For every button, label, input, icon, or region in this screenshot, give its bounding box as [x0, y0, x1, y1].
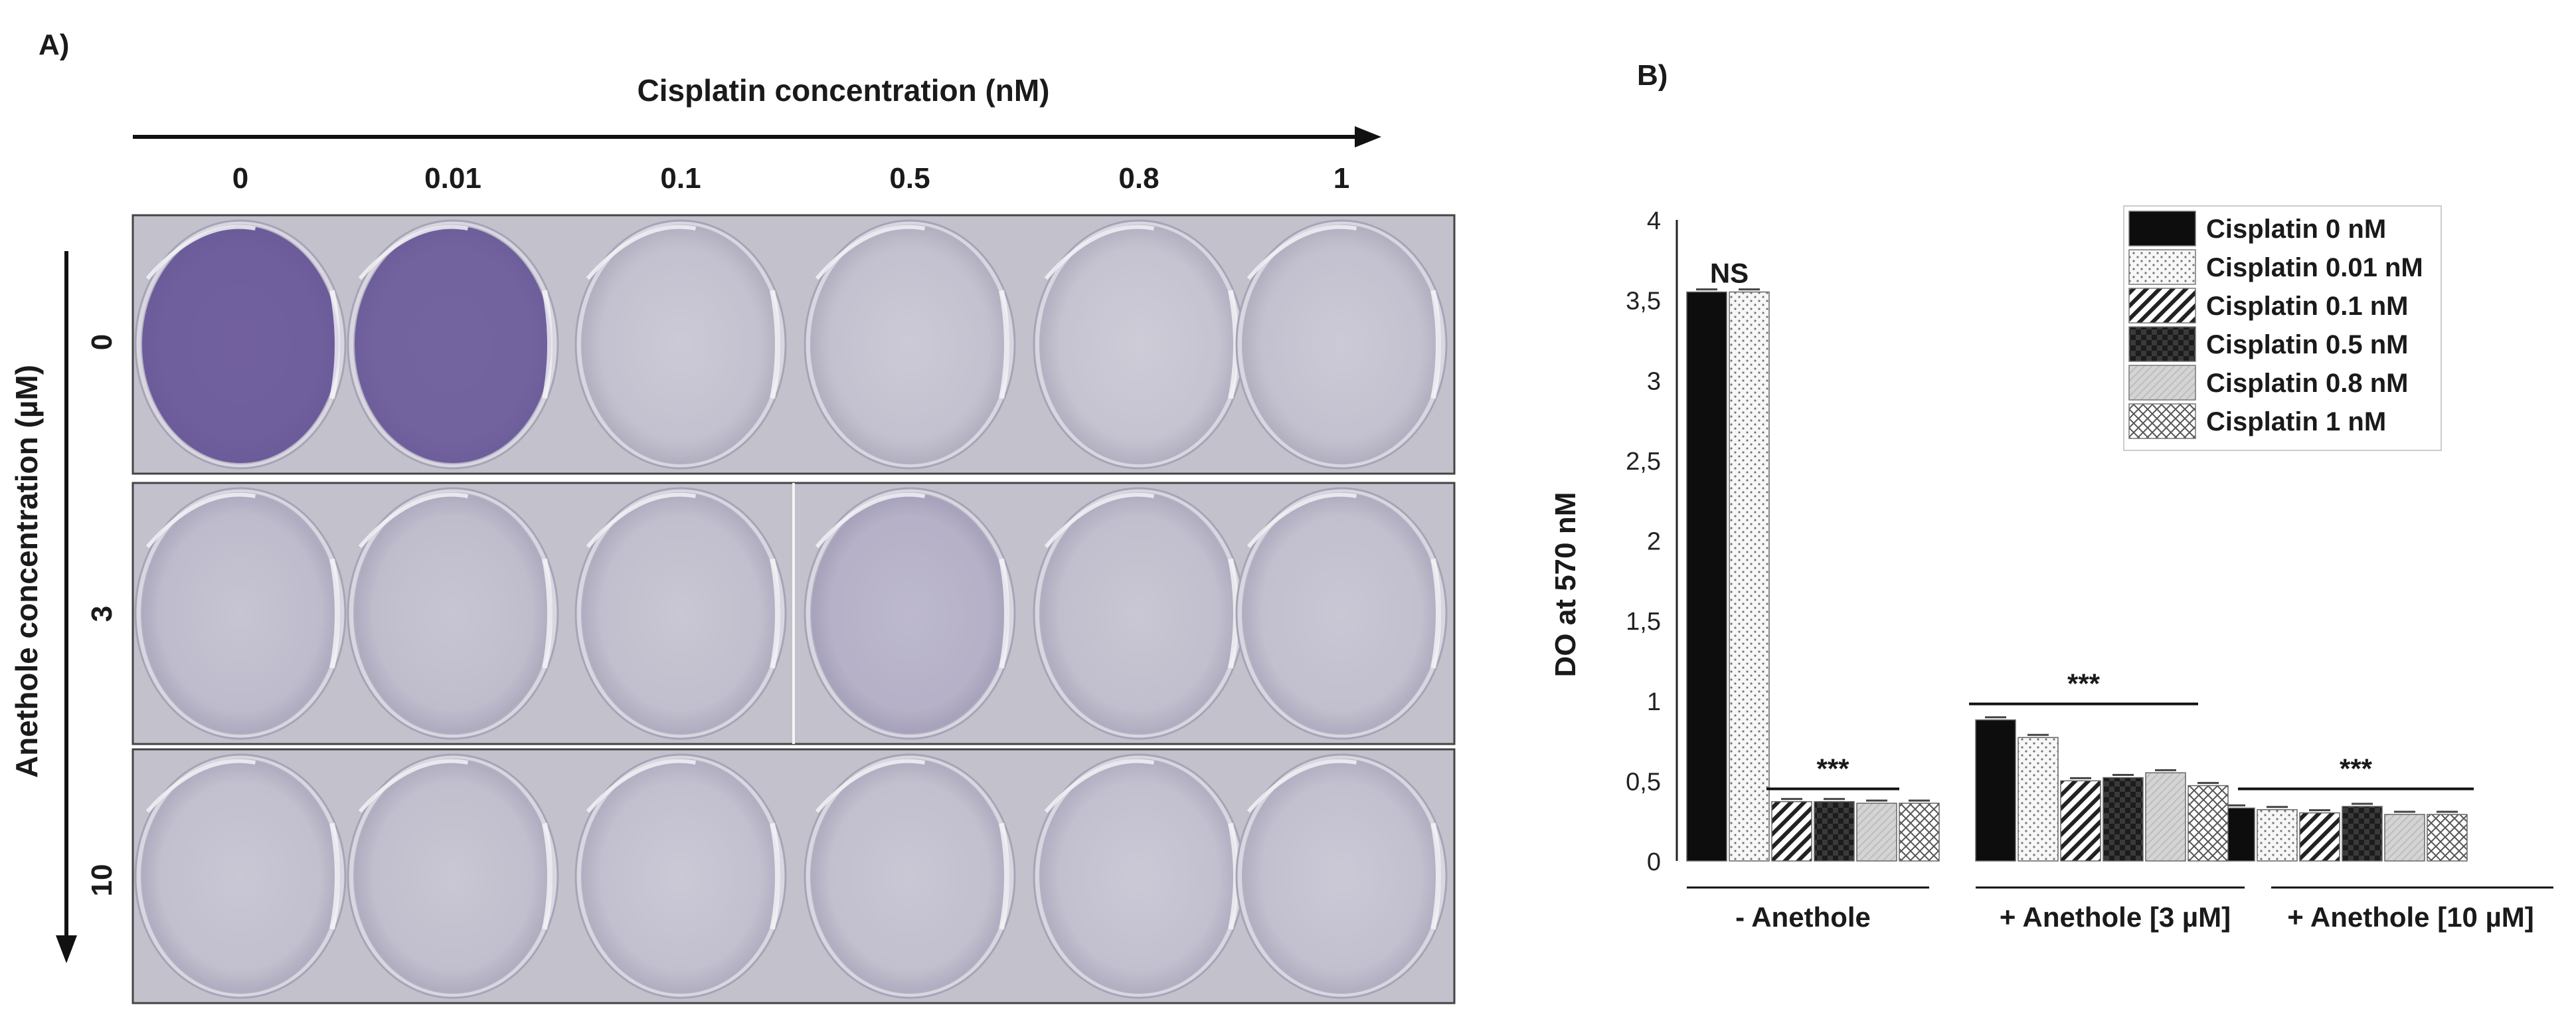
- well: [347, 219, 559, 470]
- well: [347, 487, 559, 740]
- well: [804, 753, 1016, 999]
- category-labels: - Anethole + Anethole [3 µM] + Anethole [1…: [1687, 886, 2553, 933]
- legend-swatch: [2128, 326, 2196, 362]
- y-tick-label: 3: [1647, 367, 1661, 395]
- y-tick-label: 4: [1647, 207, 1661, 235]
- y-axis: 0 0,5 1 1,5 2 2,5 3 3,5 4: [1626, 207, 1678, 876]
- legend-swatch: [2128, 249, 2196, 285]
- bar: [1856, 802, 1897, 862]
- well: [574, 219, 787, 470]
- legend-entry: Cisplatin 0.01 nM: [2206, 253, 2423, 282]
- y-tick-label: 2,5: [1626, 448, 1661, 476]
- bar: [1686, 291, 1727, 862]
- bar: [2188, 785, 2229, 862]
- bar: [2299, 812, 2340, 862]
- annotation-label: ***: [2340, 753, 2373, 784]
- y-tick-label: 1: [1647, 688, 1661, 716]
- y-axis-label: DO at 570 nM: [1549, 492, 1582, 678]
- legend-entry: Cisplatin 1 nM: [2206, 407, 2386, 436]
- well: [1033, 219, 1245, 470]
- well: [347, 753, 559, 999]
- well: [1235, 753, 1448, 999]
- annotation-label: NS: [1710, 257, 1749, 288]
- y-tick-label: 0,5: [1626, 768, 1661, 796]
- bar: [2145, 772, 2186, 862]
- bar: [2018, 737, 2059, 862]
- well: [1235, 487, 1448, 740]
- panel-a: A) Cisplatin concentration (nM) 0 0.01 0.1…: [9, 29, 1456, 1004]
- well: [574, 487, 787, 740]
- y-tick-label: 3,5: [1626, 288, 1661, 316]
- column-label: 0.5: [889, 162, 930, 195]
- row-label: 0: [86, 334, 118, 350]
- y-axis-arrowhead: [56, 935, 77, 963]
- y-tick-label: 2: [1647, 528, 1661, 556]
- column-label: 0.1: [660, 162, 701, 195]
- well: [134, 219, 347, 470]
- bar: [2257, 809, 2298, 862]
- x-axis-title: Cisplatin concentration (nM): [638, 73, 1050, 108]
- legend-swatch: [2128, 211, 2196, 246]
- well: [1033, 487, 1245, 740]
- category-label: - Anethole: [1735, 901, 1871, 933]
- plate-grid: [131, 214, 1456, 1004]
- well: [804, 487, 1016, 740]
- bar: [2342, 806, 2383, 862]
- well: [804, 219, 1016, 470]
- bar: [2427, 814, 2468, 862]
- panel-b: B) DO at 570 nM 0 0,5 1 1,5 2 2,5 3 3,5 4 NS *** *…: [1549, 59, 2553, 933]
- column-label: 0.01: [424, 162, 481, 195]
- category-label: + Anethole [10 µM]: [2287, 901, 2534, 933]
- legend-entry: Cisplatin 0.8 nM: [2206, 369, 2409, 398]
- significance-annotations: NS *** *** ***: [1710, 257, 2474, 791]
- annotation-label: ***: [1816, 753, 1849, 784]
- legend-swatch: [2128, 403, 2196, 439]
- bar: [1899, 802, 1940, 862]
- bar: [1771, 800, 1812, 862]
- row-label: 10: [86, 864, 118, 897]
- legend: Cisplatin 0 nM Cisplatin 0.01 nM Cisplatin…: [2123, 205, 2442, 451]
- bar: [1729, 291, 1770, 862]
- column-label: 0.8: [1118, 162, 1159, 195]
- y-axis-title: Anethole concentration (µM): [9, 365, 44, 778]
- annotation-label: ***: [2067, 668, 2101, 700]
- bars: [1686, 288, 2468, 862]
- well: [574, 753, 787, 999]
- column-label: 1: [1333, 162, 1349, 195]
- column-label: 0: [232, 162, 248, 195]
- bar: [1975, 719, 2016, 862]
- row-label: 3: [86, 606, 118, 622]
- y-tick-label: 1,5: [1626, 608, 1661, 636]
- bar: [2060, 780, 2101, 862]
- panel-a-label: A): [39, 29, 69, 61]
- bar: [2384, 814, 2425, 862]
- legend-entry: Cisplatin 0.5 nM: [2206, 330, 2409, 359]
- bar: [1814, 800, 1855, 862]
- y-tick-label: 0: [1647, 848, 1661, 876]
- panel-b-label: B): [1637, 59, 1668, 92]
- legend-swatch: [2128, 365, 2196, 401]
- category-label: + Anethole [3 µM]: [2000, 901, 2231, 933]
- row-labels: 0 3 10: [86, 334, 118, 897]
- well: [134, 753, 347, 999]
- well: [1235, 219, 1448, 470]
- bar: [2103, 777, 2144, 862]
- column-labels: 0 0.01 0.1 0.5 0.8 1: [232, 162, 1349, 195]
- legend-entry: Cisplatin 0.1 nM: [2206, 292, 2409, 321]
- well: [1033, 753, 1245, 999]
- legend-swatch: [2128, 288, 2196, 324]
- legend-entry: Cisplatin 0 nM: [2206, 215, 2386, 244]
- x-axis-arrowhead: [1355, 126, 1381, 147]
- well: [134, 487, 347, 740]
